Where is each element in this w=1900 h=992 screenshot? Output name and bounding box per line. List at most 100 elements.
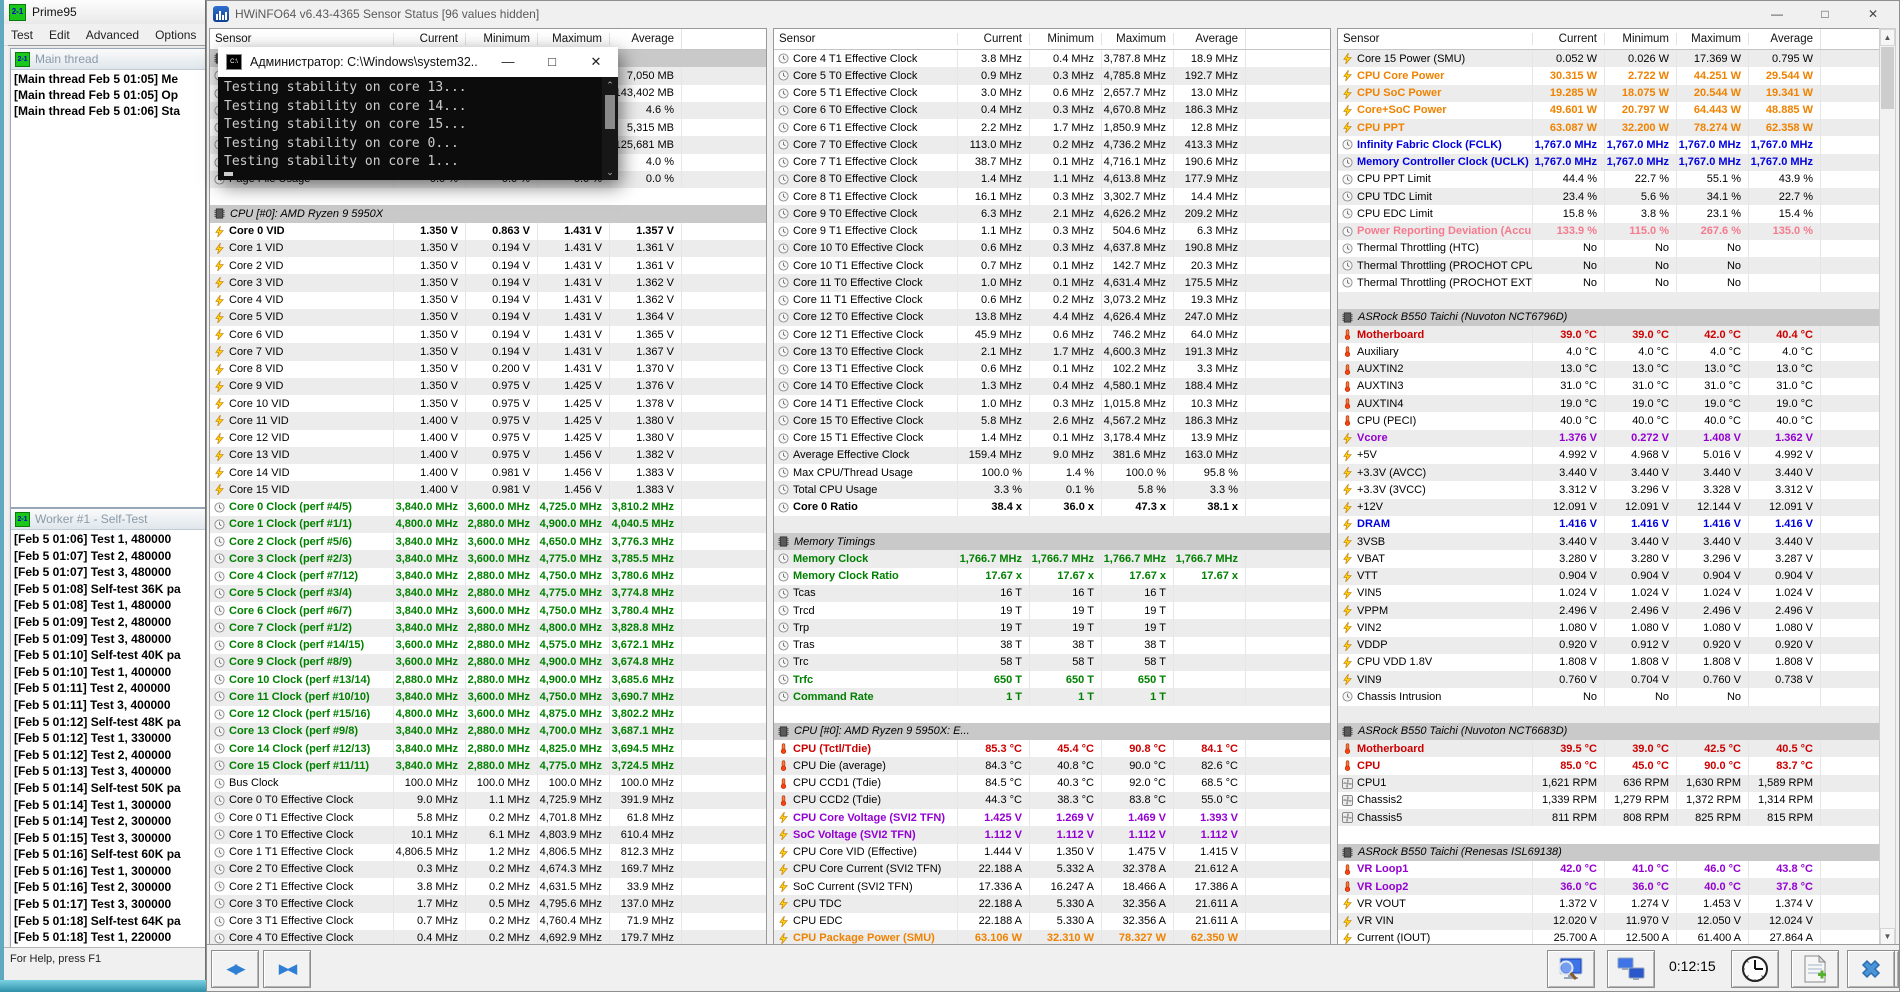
sensor-row[interactable]: Trc 58 T 58 T 58 T <box>774 653 1330 671</box>
sensor-row[interactable]: Core 3 T1 Effective Clock 0.7 MHz 0.2 MHz 4… <box>210 912 766 930</box>
sensor-row[interactable]: Core 1 VID 1.350 V 0.194 V 1.431 V 1.361 V <box>210 239 766 257</box>
sensor-row[interactable]: Core 12 T1 Effective Clock 45.9 MHz 0.6 MH… <box>774 326 1330 344</box>
collapse-columns-button[interactable]: ▶◀ <box>263 950 311 988</box>
sensor-row[interactable]: Core 13 T1 Effective Clock 0.6 MHz 0.1 MHz… <box>774 360 1330 378</box>
sensor-row[interactable]: Core 11 Clock (perf #10/10) 3,840.0 MHz 3,… <box>210 688 766 706</box>
sensor-row[interactable]: Core 11 T0 Effective Clock 1.0 MHz 0.1 MHz… <box>774 274 1330 292</box>
sensor-row[interactable]: Core 3 Clock (perf #2/3) 3,840.0 MHz 3,600… <box>210 550 766 568</box>
sensor-row[interactable]: Thermal Throttling (PROCHOT EXT) No No No <box>1338 274 1880 292</box>
sensor-row[interactable]: Infinity Fabric Clock (FCLK) 1,767.0 MHz 1… <box>1338 136 1880 154</box>
sensor-row[interactable]: Trcd 19 T 19 T 19 T <box>774 602 1330 620</box>
column-header-current[interactable]: Current <box>957 33 1029 45</box>
sensor-row[interactable]: VR VIN 12.020 V 11.970 V 12.050 V 12.024 V <box>1338 912 1880 930</box>
scroll-up-icon[interactable]: ▲ <box>1880 29 1895 46</box>
sensor-row[interactable]: Chassis Intrusion No No No <box>1338 688 1880 706</box>
sensor-row[interactable]: CPU EDC 22.188 A 5.330 A 32.356 A 21.611 A <box>774 912 1330 930</box>
sensor-row[interactable]: +3.3V (AVCC) 3.440 V 3.440 V 3.440 V 3.440 V <box>1338 464 1880 482</box>
sensor-row[interactable]: VBAT 3.280 V 3.280 V 3.296 V 3.287 V <box>1338 550 1880 568</box>
sensor-row[interactable]: Core 10 T1 Effective Clock 0.7 MHz 0.1 MHz… <box>774 257 1330 275</box>
sensor-row[interactable]: Core+SoC Power 49.601 W 20.797 W 64.443 W 48… <box>1338 101 1880 119</box>
hwinfo-titlebar[interactable]: HWiNFO64 v6.43-4365 Sensor Status [96 va… <box>207 1 1899 27</box>
sensor-row[interactable]: Core 1 T1 Effective Clock 4,806.5 MHz 1.2 … <box>210 843 766 861</box>
column-header-minimum[interactable]: Minimum <box>1029 33 1101 45</box>
sensor-row[interactable]: VIN9 0.760 V 0.704 V 0.760 V 0.738 V <box>1338 671 1880 689</box>
column-header-current[interactable]: Current <box>1532 33 1604 45</box>
sensor-row[interactable]: Core 14 T0 Effective Clock 1.3 MHz 0.4 MHz… <box>774 377 1330 395</box>
section-header-row[interactable]: ASRock B550 Taichi (Renesas ISL69138) <box>1338 843 1880 861</box>
sensor-row[interactable]: Core 0 Clock (perf #4/5) 3,840.0 MHz 3,600… <box>210 498 766 516</box>
sensor-row[interactable]: CPU CCD2 (Tdie) 44.3 °C 38.3 °C 83.8 °C 55.0… <box>774 791 1330 809</box>
column-header-maximum[interactable]: Maximum <box>1101 33 1173 45</box>
sensor-row[interactable]: Core 6 Clock (perf #6/7) 3,840.0 MHz 3,600… <box>210 602 766 620</box>
menu-advanced[interactable]: Advanced <box>85 27 140 42</box>
cmd-scrollbar-thumb[interactable] <box>605 95 615 129</box>
sensor-row[interactable]: Core 15 T0 Effective Clock 5.8 MHz 2.6 MHz… <box>774 412 1330 430</box>
sensor-row[interactable]: Core 6 T0 Effective Clock 0.4 MHz 0.3 MHz 4… <box>774 101 1330 119</box>
sensor-row[interactable]: Average Effective Clock 159.4 MHz 9.0 MHz 3… <box>774 446 1330 464</box>
sensor-row[interactable]: Max CPU/Thread Usage 100.0 % 1.4 % 100.0 % 9… <box>774 464 1330 482</box>
sensor-row[interactable]: Motherboard 39.0 °C 39.0 °C 42.0 °C 40.4 °C <box>1338 326 1880 344</box>
cmd-scrollbar[interactable]: ⌃ ⌄ <box>602 77 618 180</box>
sensor-row[interactable]: Current (IOUT) 25.700 A 12.500 A 61.400 A 27… <box>1338 929 1880 945</box>
logging-button[interactable] <box>1791 950 1839 988</box>
sensor-row[interactable]: CPU Core VID (Effective) 1.444 V 1.350 V 1.… <box>774 843 1330 861</box>
remote-monitoring-button[interactable] <box>1607 950 1655 988</box>
sensor-row[interactable]: VPPM 2.496 V 2.496 V 2.496 V 2.496 V <box>1338 602 1880 620</box>
sensor-row[interactable]: Core 13 VID 1.400 V 0.975 V 1.456 V 1.382 V <box>210 446 766 464</box>
sensor-row[interactable]: +3.3V (3VCC) 3.312 V 3.296 V 3.328 V 3.312 V <box>1338 481 1880 499</box>
section-header-row[interactable]: ASRock B550 Taichi (Nuvoton NCT6683D) <box>1338 722 1880 740</box>
sensor-row[interactable]: Core 2 T1 Effective Clock 3.8 MHz 0.2 MHz 4… <box>210 878 766 896</box>
section-header-row[interactable]: CPU [#0]: AMD Ryzen 9 5950X <box>210 205 766 223</box>
taskbar-sliver[interactable] <box>0 980 206 992</box>
sensor-row[interactable]: Core 5 VID 1.350 V 0.194 V 1.431 V 1.364 V <box>210 308 766 326</box>
sensor-row[interactable]: +5V 4.992 V 4.968 V 5.016 V 4.992 V <box>1338 446 1880 464</box>
sensor-row[interactable]: Memory Clock 1,766.7 MHz 1,766.7 MHz 1,766.… <box>774 550 1330 568</box>
column-header-sensor[interactable]: Sensor <box>215 33 252 45</box>
sensor-row[interactable]: Core 4 T0 Effective Clock 0.4 MHz 0.2 MHz 4… <box>210 929 766 945</box>
menu-test[interactable]: Test <box>11 27 34 42</box>
minimize-button[interactable]: — <box>1771 7 1783 21</box>
column-header-current[interactable]: Current <box>393 33 465 45</box>
sensor-row[interactable]: Auxiliary 4.0 °C 4.0 °C 4.0 °C 4.0 °C <box>1338 343 1880 361</box>
sensor-row[interactable]: Vcore 1.376 V 0.272 V 1.408 V 1.362 V <box>1338 429 1880 447</box>
sensor-row[interactable]: AUXTIN3 31.0 °C 31.0 °C 31.0 °C 31.0 °C <box>1338 377 1880 395</box>
sensor-row[interactable]: VTT 0.904 V 0.904 V 0.904 V 0.904 V <box>1338 567 1880 585</box>
section-header-row[interactable]: Memory Timings <box>774 533 1330 551</box>
sensor-row[interactable]: Chassis5 811 RPM 808 RPM 825 RPM 815 RPM <box>1338 809 1880 827</box>
menu-edit[interactable]: Edit <box>49 27 70 42</box>
scroll-down-icon[interactable]: ▼ <box>1880 928 1895 945</box>
sensor-row[interactable]: Core 0 T0 Effective Clock 9.0 MHz 1.1 MHz 4… <box>210 791 766 809</box>
sensor-row[interactable]: Core 9 T1 Effective Clock 1.1 MHz 0.3 MHz 5… <box>774 222 1330 240</box>
column-header-maximum[interactable]: Maximum <box>1676 33 1748 45</box>
sensor-row[interactable]: VIN2 1.080 V 1.080 V 1.080 V 1.080 V <box>1338 619 1880 637</box>
sensor-row[interactable]: CPU Core Voltage (SVI2 TFN) 1.425 V 1.269 … <box>774 809 1330 827</box>
sensor-row[interactable]: Core 14 T1 Effective Clock 1.0 MHz 0.3 MHz… <box>774 395 1330 413</box>
sensor-row[interactable]: Core 15 T1 Effective Clock 1.4 MHz 0.1 MHz… <box>774 429 1330 447</box>
sensor-row[interactable]: CPU PPT Limit 44.4 % 22.7 % 55.1 % 43.9 % <box>1338 170 1880 188</box>
column-header-average[interactable]: Average <box>1748 33 1820 45</box>
cmd-scroll-up-icon[interactable]: ⌃ <box>606 79 614 90</box>
sensor-row[interactable]: Core 7 T1 Effective Clock 38.7 MHz 0.1 MHz… <box>774 153 1330 171</box>
sensor-row[interactable]: DRAM 1.416 V 1.416 V 1.416 V 1.416 V <box>1338 515 1880 533</box>
sensor-row[interactable]: Core 8 T0 Effective Clock 1.4 MHz 1.1 MHz 4… <box>774 170 1330 188</box>
sensor-row[interactable]: VR VOUT 1.372 V 1.274 V 1.453 V 1.374 V <box>1338 895 1880 913</box>
sensor-row[interactable]: Core 3 VID 1.350 V 0.194 V 1.431 V 1.362 V <box>210 274 766 292</box>
sensor-row[interactable]: Core 2 VID 1.350 V 0.194 V 1.431 V 1.361 V <box>210 257 766 275</box>
sensor-row[interactable]: Core 12 T0 Effective Clock 13.8 MHz 4.4 MH… <box>774 308 1330 326</box>
sensor-row[interactable]: Core 10 T0 Effective Clock 0.6 MHz 0.3 MHz… <box>774 239 1330 257</box>
sensor-row[interactable]: Core 9 T0 Effective Clock 6.3 MHz 2.1 MHz 4… <box>774 205 1330 223</box>
sensor-row[interactable]: Trfc 650 T 650 T 650 T <box>774 671 1330 689</box>
sensor-row[interactable]: Core 0 Ratio 38.4 x 36.0 x 47.3 x 38.1 x <box>774 498 1330 516</box>
section-header-row[interactable]: CPU [#0]: AMD Ryzen 9 5950X: E... <box>774 722 1330 740</box>
sensor-row[interactable]: Trp 19 T 19 T 19 T <box>774 619 1330 637</box>
column-header-minimum[interactable]: Minimum <box>1604 33 1676 45</box>
sensor-row[interactable]: Core 13 Clock (perf #9/8) 3,840.0 MHz 2,88… <box>210 722 766 740</box>
sensor-row[interactable]: AUXTIN4 19.0 °C 19.0 °C 19.0 °C 19.0 °C <box>1338 395 1880 413</box>
sensor-row[interactable]: Core 2 Clock (perf #5/6) 3,840.0 MHz 3,600… <box>210 533 766 551</box>
sensor-row[interactable]: SoC Current (SVI2 TFN) 17.336 A 16.247 A 18… <box>774 878 1330 896</box>
sensor-row[interactable]: +12V 12.091 V 12.091 V 12.144 V 12.091 V <box>1338 498 1880 516</box>
sensor-row[interactable]: Core 11 T1 Effective Clock 0.6 MHz 0.2 MHz… <box>774 291 1330 309</box>
